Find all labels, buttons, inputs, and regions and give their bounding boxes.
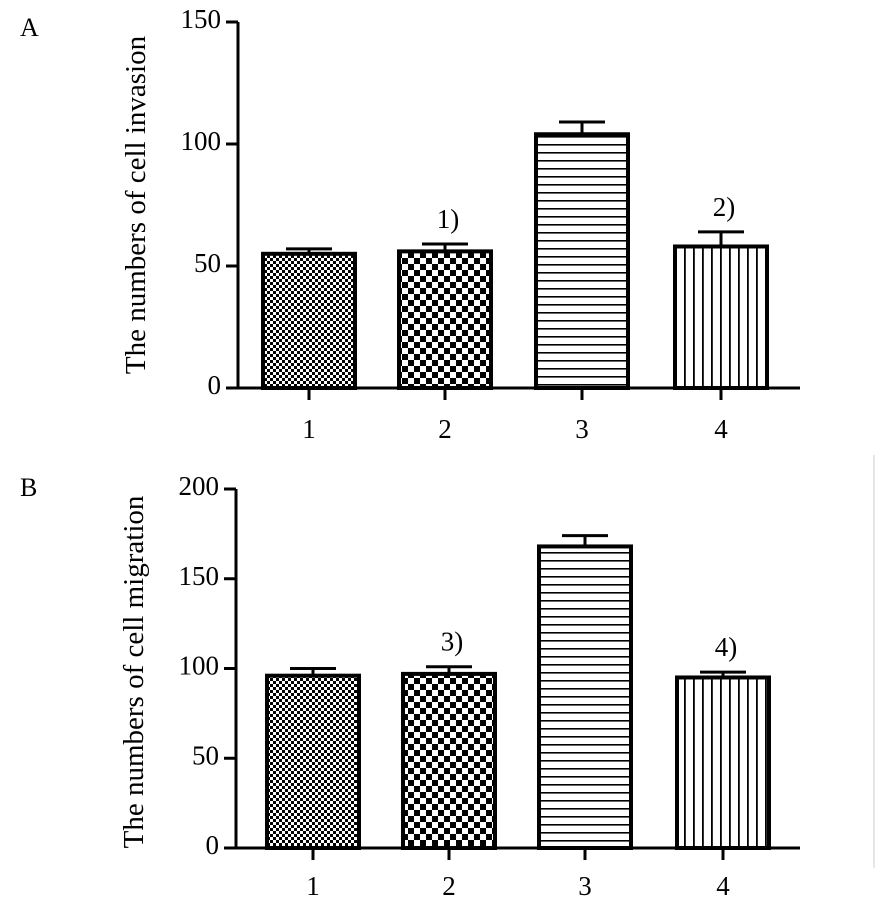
x-tick-label: 3	[575, 414, 589, 444]
x-tick-label: 2	[442, 871, 456, 901]
y-tick-label: 50	[192, 740, 219, 770]
bar-annotation: 4)	[715, 632, 738, 662]
y-tick-label: 100	[181, 126, 222, 156]
panel-letter: B	[20, 473, 37, 502]
y-axis-title: The numbers of cell invasion	[120, 35, 152, 374]
y-tick-label: 0	[206, 830, 220, 860]
bar-annotation: 2)	[713, 192, 736, 222]
x-tick-label: 3	[578, 871, 592, 901]
panel-letter: A	[20, 13, 39, 42]
bar-2	[401, 671, 497, 851]
bar-1	[261, 251, 357, 390]
y-tick-label: 150	[181, 4, 222, 34]
bar-3	[537, 544, 633, 850]
x-tick-label: 4	[716, 871, 730, 901]
bar-4	[675, 675, 771, 850]
y-axis-title: The numbers of cell migration	[118, 495, 150, 848]
bar-1	[265, 673, 361, 850]
bar-2	[397, 249, 493, 390]
x-tick-label: 1	[306, 871, 320, 901]
x-tick-label: 4	[714, 414, 728, 444]
bar-annotation: 1)	[437, 204, 460, 234]
y-tick-label: 150	[179, 561, 220, 591]
bar-3	[534, 132, 630, 390]
x-tick-label: 1	[302, 414, 316, 444]
y-tick-label: 50	[194, 248, 221, 278]
panel-a: A The numbers of cell invasion 0 50 100 150 1 2…	[20, 4, 800, 444]
y-tick-label: 0	[208, 370, 222, 400]
bar-annotation: 3)	[441, 627, 464, 657]
x-tick-label: 2	[438, 414, 452, 444]
y-tick-label: 200	[179, 471, 220, 501]
bar-4	[673, 244, 769, 390]
panel-b: B The numbers of cell migration 0 50 100 150 2…	[20, 471, 800, 901]
y-tick-label: 100	[179, 651, 220, 681]
